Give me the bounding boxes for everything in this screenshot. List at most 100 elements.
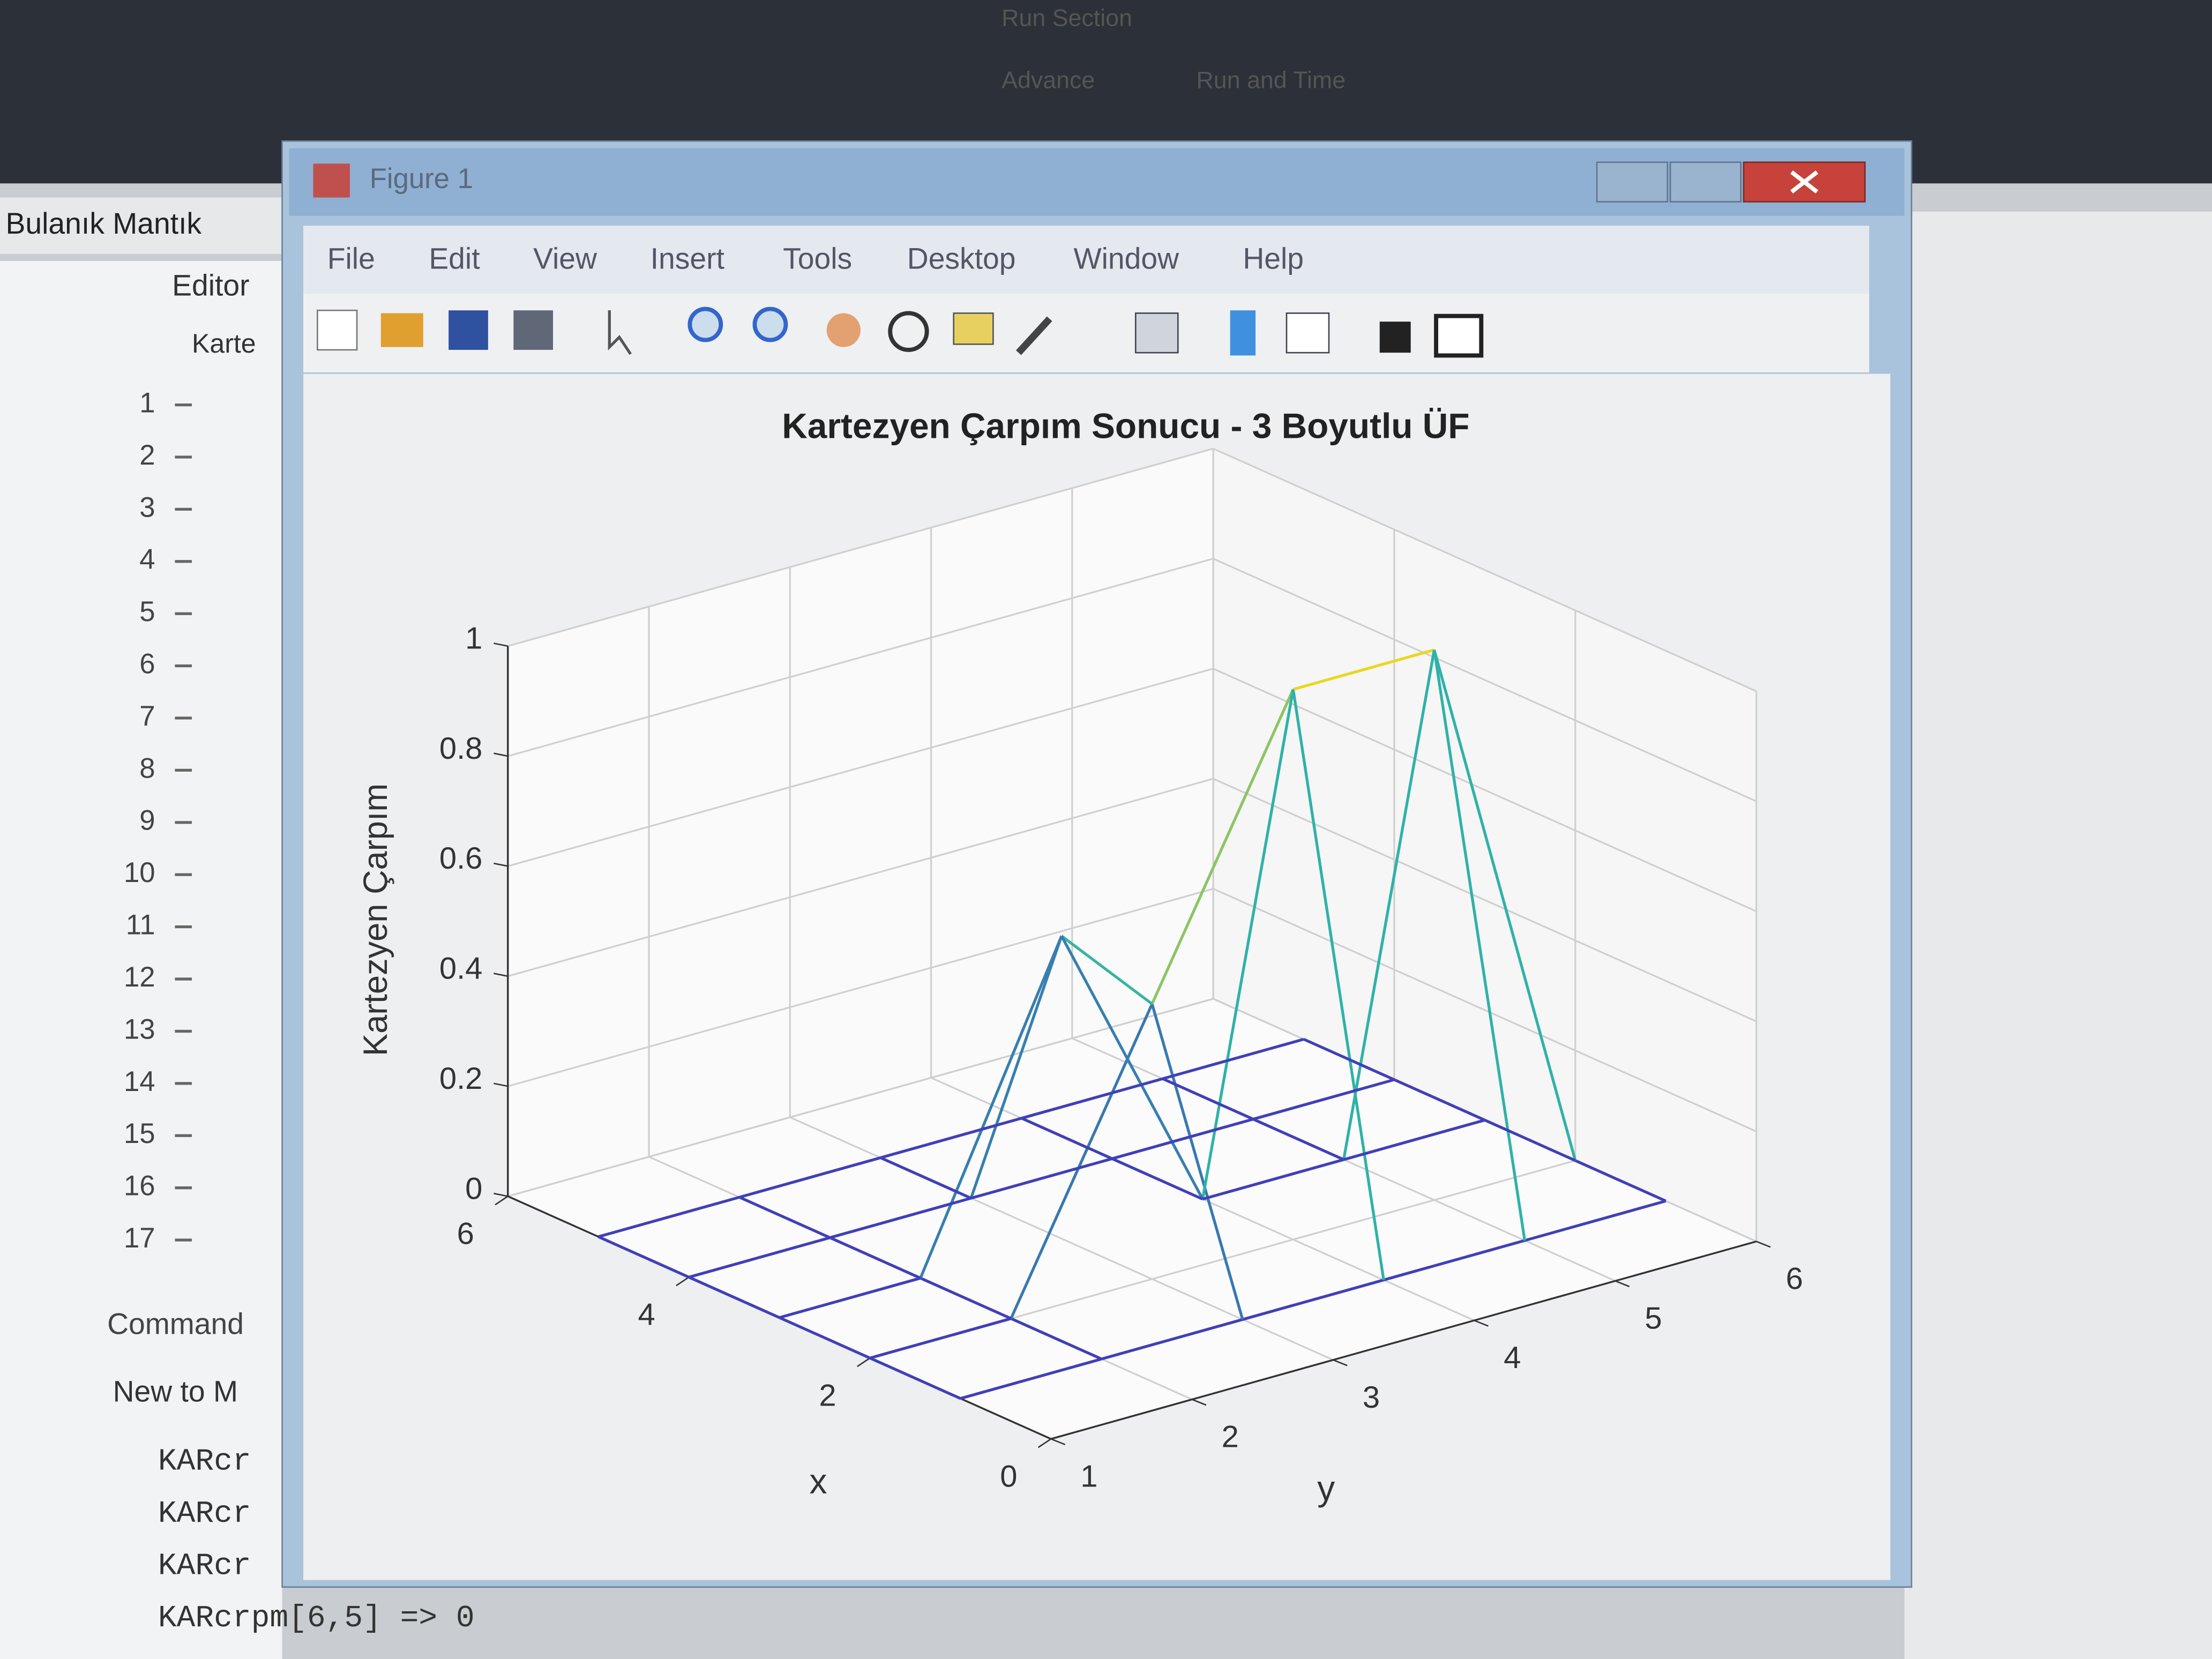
tool-bar (303, 293, 1870, 373)
grid-line (1213, 447, 1757, 692)
z-axis-label: Kartezyen Çarpım (357, 783, 394, 1056)
save-icon[interactable] (449, 310, 488, 350)
grid-line (507, 668, 1214, 867)
mesh-edge (1342, 649, 1436, 1160)
editor-panel (0, 261, 282, 1659)
pan-icon[interactable] (826, 313, 861, 347)
mesh-edge (919, 935, 1063, 1279)
window-title: Figure 1 (370, 163, 473, 195)
editor-tab: Editor (172, 269, 249, 302)
y-tick-label: 2 (1222, 1420, 1239, 1454)
menu-item[interactable]: View (533, 242, 597, 275)
z-tick (494, 1192, 509, 1197)
z-tick (494, 973, 509, 977)
rotate-icon[interactable] (888, 311, 929, 352)
mesh-edge (1201, 689, 1295, 1200)
mesh-edge (688, 1236, 831, 1279)
mesh-edge (869, 1317, 1012, 1359)
menu-bar (303, 226, 1870, 294)
x-tick-label: 4 (638, 1297, 655, 1332)
mesh-edge (1021, 1117, 1113, 1160)
mesh-edge (1574, 1159, 1667, 1202)
print-icon[interactable] (513, 310, 553, 350)
y-tick-label: 1 (1080, 1459, 1097, 1493)
show-tools-icon[interactable] (1434, 313, 1484, 358)
brush-icon[interactable] (1015, 316, 1052, 355)
line-number: 3 (139, 491, 155, 523)
mesh-edge (1303, 1037, 1395, 1081)
y-tick (1756, 1240, 1771, 1248)
mesh-edge (1150, 1003, 1244, 1320)
line-number: 17 (124, 1222, 155, 1254)
zoom-in-icon[interactable] (687, 307, 723, 342)
mesh-edge (1432, 649, 1577, 1161)
grid-line (507, 558, 1214, 757)
line-number: 2 (139, 439, 155, 471)
line-number: 14 (124, 1066, 155, 1097)
command-line: KARcr (158, 1549, 251, 1584)
line-number: 5 (139, 596, 155, 627)
x-tick (495, 1195, 509, 1206)
grid-line (1213, 668, 1757, 913)
mesh-edge (829, 1197, 972, 1239)
open-icon[interactable] (380, 313, 423, 347)
maximize-button[interactable] (1669, 161, 1742, 203)
command-line: KARcrpm[6,5] => 0 (158, 1601, 475, 1636)
mesh-edge (1010, 1003, 1154, 1319)
minimize-button[interactable] (1596, 161, 1669, 203)
line-number: 13 (124, 1013, 155, 1045)
y-tick-label: 6 (1786, 1262, 1803, 1296)
grid-line (1213, 778, 1757, 1022)
new-icon[interactable] (317, 309, 358, 351)
line-number: 16 (124, 1170, 155, 1202)
hide-tools-icon[interactable] (1379, 322, 1411, 353)
datatip-icon[interactable] (953, 312, 994, 345)
menu-item[interactable]: Window (1073, 242, 1179, 275)
file-tab: Karte (192, 328, 256, 358)
x-tick-label: 0 (1000, 1459, 1017, 1493)
mesh-edge (1343, 1118, 1485, 1161)
mesh-edge (688, 1276, 780, 1319)
toolstrip-label: Run Section (1002, 5, 1132, 32)
panel-bar (0, 197, 282, 254)
mesh-edge (1393, 1078, 1485, 1122)
menu-item[interactable]: Desktop (907, 242, 1016, 275)
mesh-edge (597, 1195, 740, 1238)
chart-title: Kartezyen Çarpım Sonucu - 3 Boyutlu ÜF (782, 406, 1469, 446)
y-tick-label: 5 (1645, 1301, 1662, 1335)
mesh-edge (1202, 1158, 1344, 1201)
x-tick (676, 1276, 690, 1287)
mesh-edge (1111, 1118, 1254, 1160)
mesh-edge (1432, 649, 1527, 1241)
grid-line (1213, 888, 1757, 1132)
colorbar-icon[interactable] (1230, 310, 1256, 356)
x-tick (857, 1357, 871, 1367)
mesh-edge (970, 1157, 1113, 1200)
select-icon[interactable] (608, 310, 632, 355)
mesh-edge (869, 1356, 961, 1400)
menu-item[interactable]: Help (1243, 242, 1304, 275)
x-tick (1037, 1438, 1052, 1448)
line-number: 1 (139, 387, 155, 419)
mesh-edge (1242, 1279, 1384, 1321)
tool-icons (317, 307, 1484, 358)
menu-item[interactable]: Tools (783, 242, 852, 275)
mesh-edge (1252, 1078, 1395, 1121)
zoom-out-icon[interactable] (752, 307, 788, 342)
z-tick-label: 1 (465, 622, 482, 656)
mesh-edge (1150, 689, 1295, 1005)
command-hint: New to M (113, 1375, 238, 1408)
mesh-edge (739, 1156, 881, 1199)
z-tick (494, 862, 509, 867)
menu-item[interactable]: Edit (429, 242, 480, 275)
legend-icon[interactable] (1286, 312, 1330, 354)
mesh-edge (1484, 1118, 1576, 1162)
menu-item[interactable]: Insert (651, 242, 724, 275)
y-tick-label: 4 (1504, 1341, 1521, 1375)
link-icon[interactable] (1134, 312, 1179, 354)
y-axis-label: y (1317, 1468, 1335, 1508)
toolstrip-label: Advance (1002, 67, 1095, 94)
line-number: 4 (139, 544, 155, 576)
menu-item[interactable]: File (327, 242, 375, 275)
z-tick-label: 0.2 (439, 1062, 482, 1096)
